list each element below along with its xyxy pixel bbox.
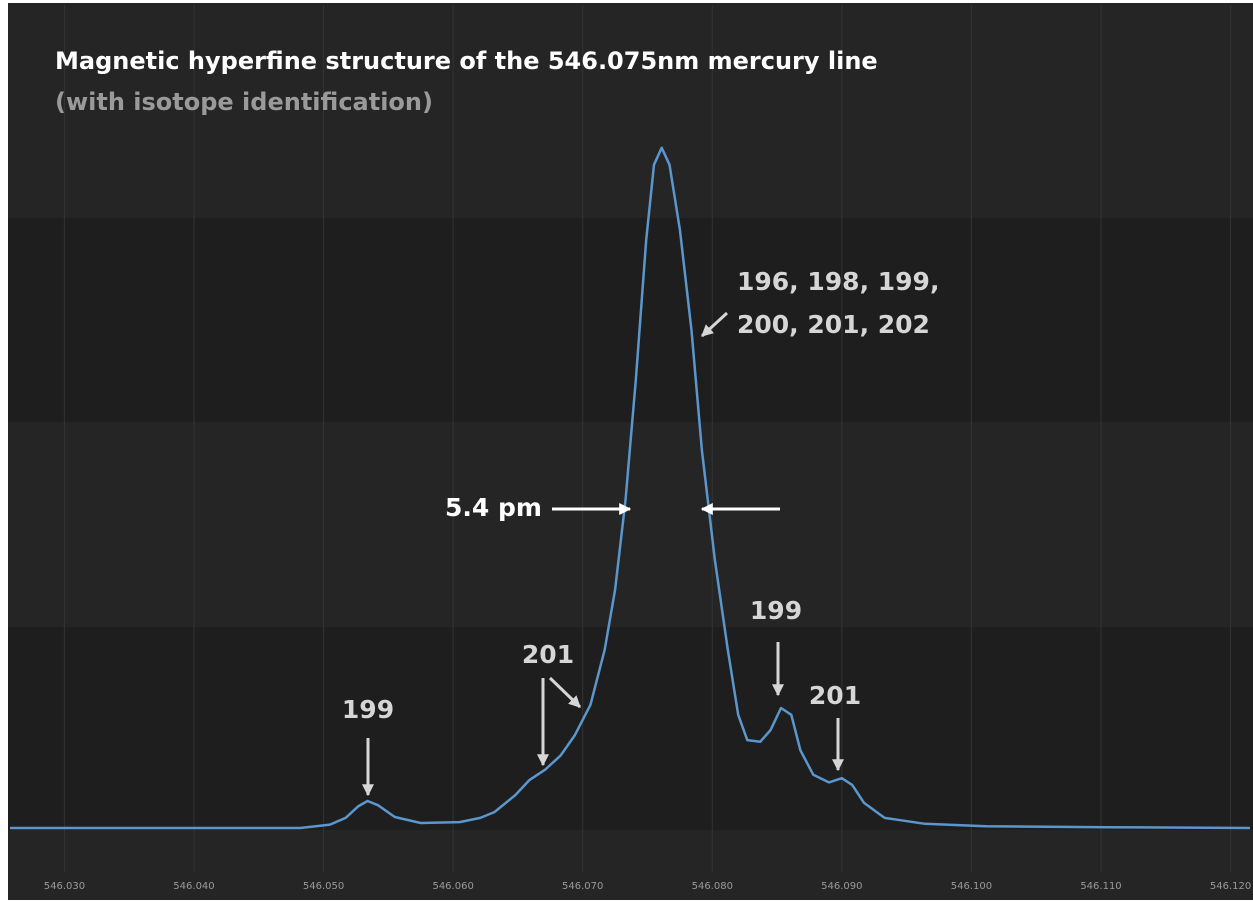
x-tick-label: 546.070 — [562, 881, 603, 892]
x-tick-label: 546.030 — [44, 881, 85, 892]
annotation: 200, 201, 202 — [737, 310, 930, 339]
annotation: 199 — [342, 695, 394, 724]
band — [8, 218, 1253, 422]
annotation: 201 — [809, 681, 861, 710]
x-tick-label: 546.110 — [1080, 881, 1121, 892]
x-tick-label: 546.080 — [692, 881, 733, 892]
x-tick-label: 546.100 — [951, 881, 992, 892]
x-tick-label: 546.060 — [432, 881, 473, 892]
chart-title: Magnetic hyperfine structure of the 546.… — [55, 47, 878, 75]
arrow — [700, 311, 729, 338]
annotation: 5.4 pm — [445, 493, 542, 522]
arrow — [548, 676, 582, 709]
band — [8, 627, 1253, 830]
x-tick-label: 546.090 — [821, 881, 862, 892]
data-line — [10, 146, 1251, 830]
x-tick-label: 546.040 — [173, 881, 214, 892]
chart-subtitle: (with isotope identification) — [55, 88, 433, 116]
annotation: 199 — [750, 596, 802, 625]
annotation: 201 — [522, 640, 574, 669]
annotation: 196, 198, 199, — [737, 267, 939, 296]
x-tick-label: 546.050 — [303, 881, 344, 892]
x-tick-label: 546.120 — [1210, 881, 1251, 892]
